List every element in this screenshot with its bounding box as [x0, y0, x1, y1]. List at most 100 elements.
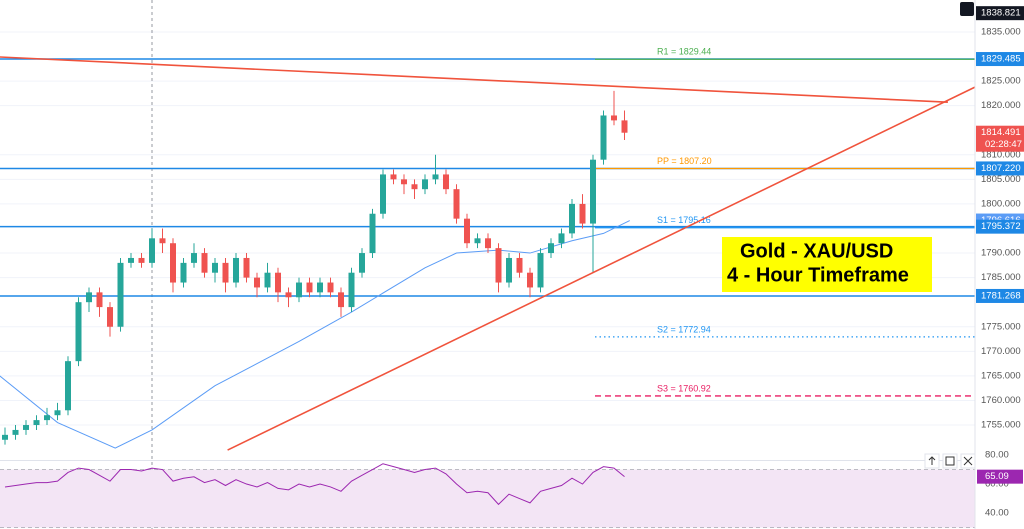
y-tick-label: 1765.000: [981, 370, 1021, 381]
price-badge: [976, 288, 1024, 303]
candle-body: [527, 272, 533, 288]
maximize-button[interactable]: [942, 453, 958, 469]
candle-body: [285, 292, 292, 298]
candle-body: [275, 272, 281, 293]
pane-separator: [0, 460, 975, 461]
candle-body: [422, 179, 428, 190]
rsi-value-badge: [977, 469, 1023, 484]
candle-body: [306, 282, 313, 293]
candle-body: [107, 307, 113, 327]
candle-body: [317, 282, 323, 293]
y-tick-label: 1775.000: [981, 321, 1021, 332]
annotation-line: Gold - XAU/USD: [740, 240, 893, 262]
candle-body: [138, 257, 145, 263]
rsi-tick-label: 60.00: [985, 479, 1009, 490]
y-tick-label: 1770.000: [981, 346, 1021, 357]
plot-area: R1 = 1829.44 PP = 1807.20 S1 = 1795.16 S2 =…: [0, 47, 976, 528]
rsi-value-label: 65.09: [985, 471, 1009, 482]
candle-body: [464, 218, 470, 244]
candle-body: [233, 257, 239, 283]
price-badge: [976, 52, 1024, 67]
y-tick-label: 1755.000: [981, 420, 1021, 431]
pivot-label: PP = 1807.20: [657, 156, 712, 166]
candle-body: [359, 253, 365, 273]
candle-body: [296, 282, 302, 298]
candle-body: [264, 272, 271, 288]
candle-body: [212, 262, 218, 273]
candle-body: [86, 292, 92, 303]
candle-body: [516, 257, 523, 273]
candle-body: [2, 434, 8, 440]
candle-body: [600, 115, 607, 160]
candle-body: [33, 420, 40, 426]
candle-body: [590, 159, 596, 224]
camera-button[interactable]: [960, 2, 974, 16]
candle-body: [485, 238, 491, 249]
candle-body: [369, 213, 376, 254]
candle-body: [506, 257, 512, 283]
candle-body: [548, 243, 554, 254]
candle-body: [579, 203, 586, 224]
moving-average: [0, 220, 630, 449]
price-badge-label: 1795.372: [981, 221, 1021, 232]
price-badge-label: 1781.268: [981, 290, 1021, 301]
icon: [963, 456, 973, 466]
candle-body: [474, 238, 481, 244]
axis-labels: 1835.000 1825.000 1820.000 1810.000 1805.000…: [976, 6, 1024, 519]
grid: [0, 31, 975, 426]
candle-body: [443, 174, 449, 190]
candle-body: [558, 233, 565, 244]
trendline: [227, 86, 976, 451]
price-badge-label: 1829.485: [981, 54, 1021, 65]
candle-body: [411, 184, 418, 190]
pivot-label: S3 = 1760.92: [657, 383, 711, 393]
candle-body: [180, 262, 187, 283]
y-tick-label: 1820.000: [981, 100, 1021, 111]
candle-body: [495, 248, 502, 283]
candle-body: [12, 429, 19, 435]
icon: [928, 456, 936, 465]
candle-body: [128, 257, 134, 263]
candle-body: [390, 174, 397, 180]
price-badge: [976, 125, 1024, 152]
candle-body: [432, 174, 439, 180]
annotation-line: 4 - Hour Timeframe: [727, 264, 909, 286]
y-tick-label: 1810.000: [981, 149, 1021, 160]
pivot-label: S2 = 1772.94: [657, 324, 711, 334]
candle-body: [117, 262, 124, 327]
y-tick-label: 1760.000: [981, 395, 1021, 406]
candle-body: [191, 253, 197, 263]
candle-body: [201, 253, 208, 273]
candle-body: [65, 361, 71, 411]
candle-body: [170, 243, 176, 283]
price-badge: [976, 6, 1024, 21]
candle-body: [254, 277, 260, 288]
pivot-label: S1 = 1795.16: [657, 215, 711, 225]
candle-body: [243, 257, 250, 278]
y-tick-label: 1835.000: [981, 26, 1021, 37]
price-badge-label: 1838.821: [981, 8, 1021, 19]
rsi-tick-label: 80.00: [985, 450, 1009, 461]
toolbar: [924, 2, 976, 469]
candle-body: [149, 238, 155, 263]
candle-body: [96, 292, 103, 308]
annotation-box: [722, 237, 932, 292]
candle-body: [75, 302, 82, 362]
price-badge-label: 1807.220: [981, 163, 1021, 174]
candle-body: [611, 115, 617, 121]
y-tick-label: 1825.000: [981, 76, 1021, 87]
y-tick-label: 1805.000: [981, 174, 1021, 185]
trendline: [0, 56, 948, 104]
rsi-tick-label: 40.00: [985, 508, 1009, 519]
candle-body: [338, 292, 344, 308]
price-badge: [976, 161, 1024, 176]
pivot-label: R1 = 1829.44: [657, 47, 711, 57]
rsi-line: [4, 463, 625, 506]
price-badge-label: 1814.491: [981, 127, 1021, 138]
candle-body: [222, 262, 229, 283]
icon: [945, 456, 955, 466]
candle-body: [44, 415, 50, 421]
candle-body: [380, 174, 386, 214]
candle-body: [537, 253, 544, 288]
price-axis: [975, 0, 1024, 529]
